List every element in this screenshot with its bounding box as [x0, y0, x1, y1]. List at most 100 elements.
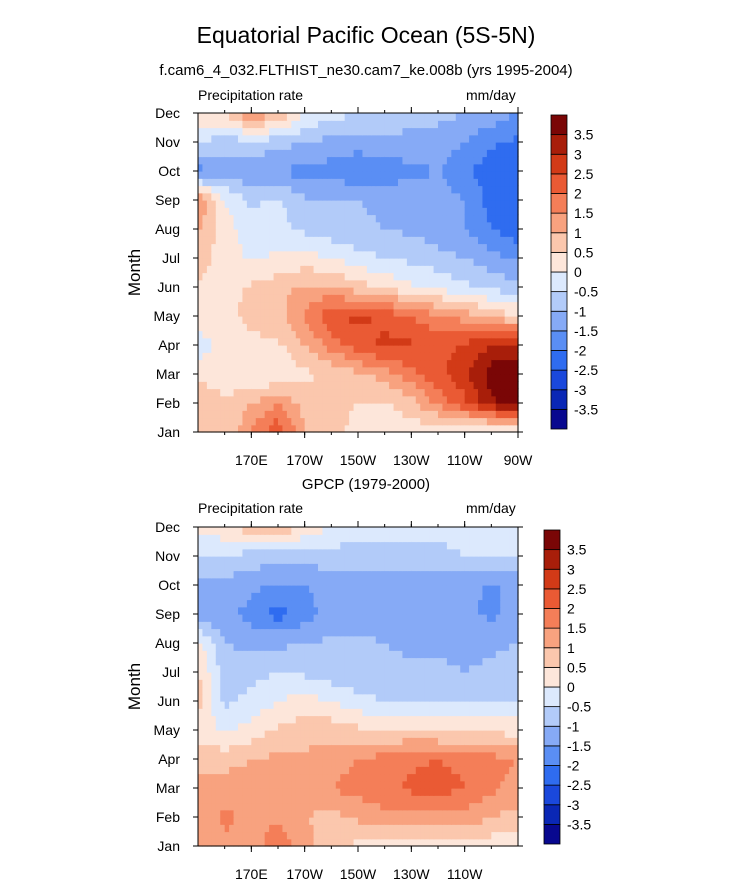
- heatmap-cell: [300, 672, 306, 680]
- heatmap-cell: [344, 265, 350, 274]
- heatmap-cell: [375, 214, 381, 223]
- heatmap-cell: [446, 185, 452, 194]
- heatmap-cell: [500, 294, 506, 303]
- heatmap-cell: [344, 388, 350, 397]
- heatmap-cell: [504, 192, 510, 201]
- heatmap-cell: [295, 272, 301, 281]
- heatmap-cell: [224, 693, 230, 702]
- heatmap-cell: [491, 214, 497, 223]
- heatmap-cell: [415, 751, 421, 760]
- heatmap-cell: [411, 788, 417, 796]
- heatmap-cell: [255, 780, 261, 789]
- heatmap-cell: [220, 715, 226, 724]
- heatmap-cell: [282, 316, 288, 324]
- heatmap-cell: [291, 424, 297, 433]
- heatmap-cell: [371, 395, 377, 404]
- heatmap-cell: [300, 120, 306, 129]
- heatmap-cell: [286, 795, 292, 804]
- heatmap-cell: [273, 185, 279, 194]
- heatmap-cell: [451, 374, 457, 382]
- heatmap-cell: [433, 722, 439, 731]
- heatmap-cell: [233, 672, 239, 680]
- heatmap-cell: [255, 381, 261, 390]
- heatmap-cell: [313, 374, 319, 382]
- heatmap-cell: [242, 388, 248, 397]
- heatmap-cell: [309, 759, 315, 767]
- heatmap-cell: [353, 766, 359, 775]
- heatmap-cell: [344, 722, 350, 731]
- heatmap-cell: [278, 243, 284, 252]
- heatmap-cell: [246, 388, 252, 397]
- heatmap-cell: [282, 134, 288, 143]
- heatmap-cell: [482, 417, 488, 426]
- heatmap-cell: [415, 715, 421, 724]
- heatmap-cell: [291, 795, 297, 804]
- heatmap-cell: [482, 715, 488, 724]
- heatmap-cell: [251, 287, 257, 295]
- heatmap-cell: [424, 207, 430, 216]
- heatmap-cell: [380, 366, 386, 375]
- heatmap-cell: [273, 287, 279, 295]
- heatmap-cell: [340, 127, 346, 136]
- heatmap-cell: [504, 701, 510, 709]
- heatmap-cell: [442, 171, 448, 179]
- heatmap-cell: [415, 178, 421, 187]
- heatmap-cell: [389, 214, 395, 223]
- heatmap-cell: [313, 279, 319, 288]
- heatmap-cell: [473, 149, 479, 158]
- heatmap-cell: [220, 156, 226, 165]
- heatmap-cell: [215, 388, 221, 397]
- heatmap-cell: [233, 171, 239, 179]
- heatmap-cell: [353, 156, 359, 165]
- heatmap-cell: [300, 142, 306, 150]
- heatmap-cell: [460, 308, 466, 317]
- heatmap-cell: [304, 149, 310, 158]
- figure-title: Equatorial Pacific Ocean (5S-5N): [196, 22, 536, 48]
- heatmap-cell: [242, 352, 248, 361]
- heatmap-cell: [482, 142, 488, 150]
- heatmap-cell: [318, 279, 324, 288]
- heatmap-cell: [273, 424, 279, 433]
- heatmap-cell: [344, 744, 350, 753]
- heatmap-cell: [460, 679, 466, 688]
- heatmap-cell: [286, 127, 292, 136]
- heatmap-cell: [224, 316, 230, 324]
- heatmap-cell: [331, 686, 337, 695]
- heatmap-cell: [198, 715, 204, 724]
- heatmap-cell: [282, 809, 288, 818]
- heatmap-cell: [491, 780, 497, 789]
- heatmap-cell: [451, 200, 457, 208]
- heatmap-cell: [424, 250, 430, 259]
- heatmap-cell: [264, 424, 270, 433]
- heatmap-cell: [424, 417, 430, 426]
- heatmap-cell: [242, 178, 248, 187]
- heatmap-cell: [366, 359, 372, 368]
- heatmap-cell: [335, 388, 341, 397]
- heatmap-cell: [322, 809, 328, 818]
- heatmap-cell: [246, 672, 252, 680]
- heatmap-cell: [389, 337, 395, 346]
- heatmap-cell: [442, 229, 448, 237]
- heatmap-cell: [264, 388, 270, 397]
- heatmap-cell: [415, 759, 421, 767]
- heatmap-cell: [255, 715, 261, 724]
- heatmap-cell: [495, 185, 501, 194]
- heatmap-cell: [424, 221, 430, 230]
- heatmap-cell: [402, 410, 408, 419]
- heatmap-cell: [375, 838, 381, 847]
- heatmap-cell: [482, 287, 488, 295]
- heatmap-cell: [451, 809, 457, 818]
- heatmap-cell: [362, 693, 368, 702]
- heatmap-cell: [429, 744, 435, 753]
- heatmap-cell: [478, 395, 484, 404]
- heatmap-cell: [358, 308, 364, 317]
- heatmap-cell: [233, 221, 239, 230]
- heatmap-cell: [442, 287, 448, 295]
- heatmap-cell: [460, 410, 466, 419]
- heatmap-cell: [393, 120, 399, 129]
- heatmap-cell: [495, 323, 501, 332]
- heatmap-cell: [344, 788, 350, 796]
- heatmap-cell: [451, 708, 457, 717]
- heatmap-cell: [464, 163, 470, 172]
- heatmap-cell: [269, 156, 275, 165]
